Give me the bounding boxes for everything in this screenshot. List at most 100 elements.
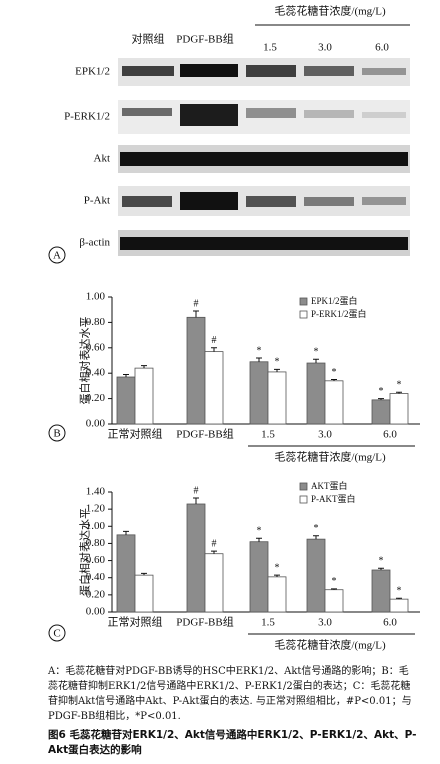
error-bar <box>396 391 402 394</box>
caption-note: A：毛蕊花糖苷对PDGF-BB诱导的HSC中ERK1/2、Akt信号通路的影响；… <box>48 666 412 722</box>
y-axis-label: 蛋白相对表达水平 <box>78 508 92 596</box>
error-bar <box>256 357 262 362</box>
significance-marker: # <box>194 485 199 496</box>
x-tick-label: 1.5 <box>261 617 275 629</box>
x-tick-label: 1.5 <box>261 429 275 441</box>
error-bar <box>141 365 147 369</box>
error-bar <box>274 368 280 372</box>
x-tick-label: PDGF-BB组 <box>176 427 233 441</box>
row-label: P-Akt <box>84 195 110 207</box>
legend-label: AKT蛋白 <box>311 480 348 491</box>
error-bar <box>396 597 402 600</box>
bar <box>389 598 409 613</box>
group-label: 毛蕊花糖苷浓度/(mg/L) <box>274 450 386 464</box>
significance-marker: * <box>257 526 262 537</box>
panel-circle <box>48 246 66 264</box>
error-bar <box>313 358 319 364</box>
lane-label: PDGF-BB组 <box>176 32 233 46</box>
significance-marker: # <box>212 335 217 346</box>
error-bar <box>123 530 129 535</box>
error-bar <box>211 550 217 554</box>
bar <box>389 393 409 425</box>
x-tick-label: 6.0 <box>383 429 397 441</box>
error-bar <box>378 398 384 400</box>
significance-marker: * <box>314 523 319 534</box>
significance-marker: * <box>379 556 384 567</box>
error-bar <box>313 535 319 540</box>
x-tick-label: 6.0 <box>383 617 397 629</box>
bar <box>371 399 391 425</box>
caption-title: 图6 毛蕊花糖苷对ERK1/2、Akt信号通路中ERK1/2、P-ERK1/2、… <box>48 729 417 756</box>
error-bar <box>256 537 262 542</box>
y-tick-label: 1.00 <box>86 520 106 532</box>
bar <box>204 553 224 613</box>
blot-header: 毛蕊花糖苷浓度/(mg/L) <box>274 4 386 18</box>
error-bar <box>123 373 129 378</box>
panel-letter: A <box>53 250 61 262</box>
significance-marker: * <box>275 357 280 368</box>
y-tick-label: 0.60 <box>86 341 106 353</box>
bar <box>249 541 269 613</box>
figure: 毛蕊花糖苷浓度/(mg/L) 对照组 PDGF-BB组 1.5 3.0 6.0 EPK1/2… <box>48 4 420 652</box>
bar <box>134 367 154 425</box>
blot-bands <box>118 24 410 256</box>
lane-label: 3.0 <box>318 42 332 54</box>
error-bar <box>193 310 199 318</box>
legend-swatch <box>299 482 308 491</box>
y-axis-label: 蛋白相对表达水平 <box>78 317 92 405</box>
legend-label: P-AKT蛋白 <box>311 493 356 504</box>
legend-label: P-ERK1/2蛋白 <box>311 308 367 319</box>
y-tick-label: 0.20 <box>86 392 106 404</box>
row-label: β-actin <box>79 237 110 249</box>
bar <box>267 371 287 425</box>
significance-marker: * <box>379 386 384 397</box>
row-label: P-ERK1/2 <box>64 111 110 123</box>
panel-letter: C <box>53 628 60 640</box>
y-tick-label: 0.00 <box>86 418 106 430</box>
error-bar <box>331 379 337 381</box>
legend-label: EPK1/2蛋白 <box>311 295 358 306</box>
y-tick-label: 0.80 <box>86 316 106 328</box>
significance-marker: # <box>194 298 199 309</box>
error-bar <box>274 574 280 577</box>
legend-swatch <box>299 495 308 504</box>
error-bar <box>378 567 384 570</box>
x-tick-label: PDGF-BB组 <box>176 615 233 629</box>
caption: A：毛蕊花糖苷对PDGF-BB诱导的HSC中ERK1/2、Akt信号通路的影响；… <box>48 664 418 758</box>
bar <box>134 574 154 613</box>
bar <box>371 569 391 613</box>
row-label: EPK1/2 <box>75 66 110 78</box>
bar <box>324 380 344 425</box>
significance-marker: * <box>332 576 337 587</box>
bar <box>249 361 269 425</box>
y-tick-label: 0.40 <box>86 571 106 583</box>
y-tick-label: 0.20 <box>86 588 106 600</box>
x-tick-label: 正常对照组 <box>108 615 163 629</box>
bar <box>116 376 136 425</box>
significance-marker: * <box>257 345 262 356</box>
y-tick-label: 0.60 <box>86 554 106 566</box>
y-tick-label: 0.00 <box>86 606 106 618</box>
error-bar <box>331 588 337 590</box>
bar <box>116 534 136 613</box>
panel-circle <box>48 424 66 442</box>
y-tick-label: 0.40 <box>86 367 106 379</box>
significance-marker: # <box>212 538 217 549</box>
significance-marker: * <box>314 347 319 358</box>
legend-swatch <box>299 310 308 319</box>
group-label: 毛蕊花糖苷浓度/(mg/L) <box>274 638 386 652</box>
row-label: Akt <box>94 153 111 165</box>
bar <box>306 538 326 613</box>
y-tick-label: 1.00 <box>86 291 106 303</box>
significance-marker: * <box>397 380 402 391</box>
error-bar <box>193 497 199 504</box>
lane-label: 1.5 <box>263 42 277 54</box>
significance-marker: * <box>397 586 402 597</box>
y-tick-label: 0.80 <box>86 537 106 549</box>
significance-marker: * <box>275 562 280 573</box>
x-tick-label: 3.0 <box>318 429 332 441</box>
error-bar <box>211 347 217 352</box>
bar <box>186 503 206 613</box>
bar <box>186 316 206 425</box>
